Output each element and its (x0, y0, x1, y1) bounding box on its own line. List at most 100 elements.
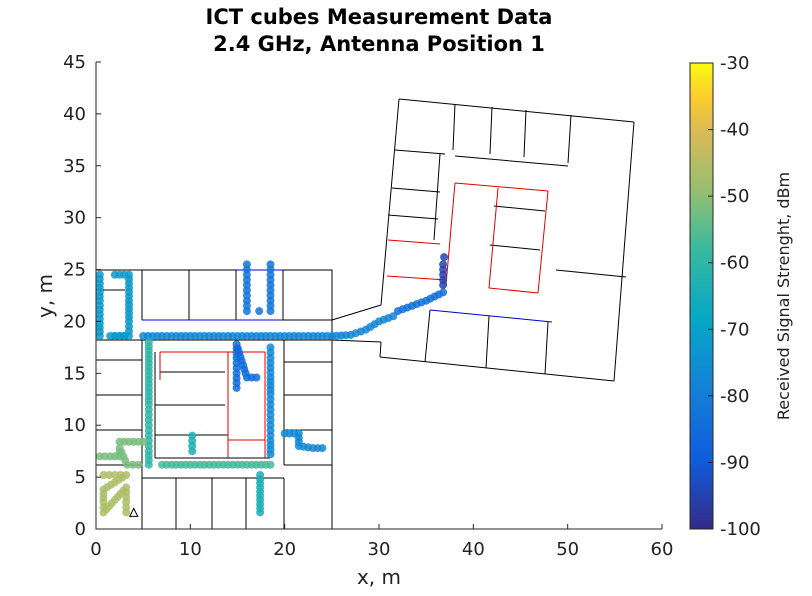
colorbar-tick-label: -70 (720, 319, 749, 340)
data-point (256, 504, 265, 513)
colorbar-tick-label: -40 (720, 120, 749, 141)
data-point (188, 442, 197, 450)
data-point (144, 456, 153, 465)
data-point (304, 332, 313, 340)
y-tick-label: 10 (63, 415, 86, 436)
antenna-marker-triangle (128, 507, 139, 517)
data-point (103, 483, 112, 492)
data-point (209, 332, 218, 340)
x-tick-label: 40 (462, 539, 485, 560)
data-point (242, 265, 251, 274)
colorbar-tick-label: -80 (720, 386, 749, 407)
data-point (266, 395, 275, 404)
data-point (144, 410, 153, 419)
x-axis-label: x, m (357, 565, 401, 589)
chart-subtitle: 2.4 GHz, Antenna Position 1 (213, 32, 545, 56)
data-point (417, 298, 426, 307)
data-point (128, 460, 137, 469)
data-point (99, 471, 108, 479)
data-point (105, 471, 114, 479)
data-point (255, 307, 264, 316)
x-ticks: 0 10 20 30 40 50 60 (90, 524, 673, 560)
data-point (188, 431, 197, 440)
x-tick-label: 50 (556, 539, 579, 560)
data-point (440, 253, 449, 262)
chart-title: ICT cubes Measurement Data (206, 5, 553, 29)
data-point (95, 327, 104, 336)
x-tick-label: 10 (179, 539, 202, 560)
y-tick-label: 15 (63, 363, 86, 384)
data-point (191, 332, 199, 340)
y-tick-label: 5 (75, 467, 86, 488)
data-point (125, 292, 133, 301)
y-tick-label: 30 (63, 208, 86, 229)
data-point (232, 374, 241, 383)
data-point (304, 443, 313, 452)
colorbar-ticks: -30 -40 -50 -60 -70 -80 -90 -100 (708, 53, 761, 540)
data-point (228, 460, 237, 469)
data-point (439, 265, 448, 274)
data-point (122, 493, 131, 502)
data-point (153, 332, 162, 340)
data-point (342, 331, 350, 340)
data-point (384, 314, 393, 322)
data-point (266, 441, 275, 450)
data-point (191, 460, 199, 469)
data-point (125, 437, 133, 446)
data-point (266, 410, 275, 419)
data-point (323, 332, 332, 340)
colorbar-label: Received Signal Strenght, dBm (774, 172, 793, 420)
data-point (266, 332, 275, 340)
data-point (144, 375, 153, 384)
data-point (266, 426, 275, 435)
scatter-points (95, 253, 449, 517)
y-axis-label: y, m (33, 274, 57, 318)
data-point (99, 493, 108, 502)
data-point (134, 437, 143, 446)
colorbar-tick-label: -50 (720, 186, 749, 207)
colorbar-tick-label: -100 (720, 519, 761, 540)
data-point (247, 373, 256, 382)
data-point (144, 354, 153, 363)
data-point (266, 281, 275, 290)
data-point (266, 265, 275, 274)
data-point (241, 369, 250, 378)
y-tick-label: 25 (63, 260, 86, 281)
data-point (370, 320, 379, 329)
x-tick-label: 0 (90, 539, 101, 560)
data-point (125, 313, 133, 322)
data-point (95, 292, 104, 301)
axes (95, 62, 662, 530)
x-tick-label: 30 (368, 539, 391, 560)
data-point (247, 460, 256, 469)
colorbar-tick-label: -60 (720, 253, 749, 274)
data-point (242, 296, 251, 305)
colorbar-tick-label: -90 (720, 452, 749, 473)
data-point (172, 332, 181, 340)
data-point (434, 290, 443, 299)
data-point (356, 327, 365, 336)
y-tick-label: 40 (63, 104, 86, 125)
data-point (115, 332, 124, 340)
data-point (313, 444, 322, 453)
data-point (266, 363, 275, 372)
antenna-marker (128, 507, 139, 517)
data-point (285, 332, 294, 340)
colorbar (689, 62, 714, 530)
colorbar-tick-label: -30 (720, 53, 749, 74)
x-tick-label: 60 (651, 539, 674, 560)
data-point (266, 296, 275, 305)
data-point (256, 479, 265, 488)
data-point (242, 281, 251, 290)
data-point (228, 332, 237, 340)
y-tick-label: 35 (63, 156, 86, 177)
floorplan (95, 98, 635, 530)
data-point (256, 491, 265, 500)
data-point (101, 452, 109, 461)
data-point (266, 377, 275, 386)
y-ticks: 0 5 10 15 20 25 30 35 40 45 (63, 52, 101, 540)
y-tick-label: 0 (75, 519, 86, 540)
data-point (261, 460, 270, 469)
data-point (144, 396, 153, 405)
